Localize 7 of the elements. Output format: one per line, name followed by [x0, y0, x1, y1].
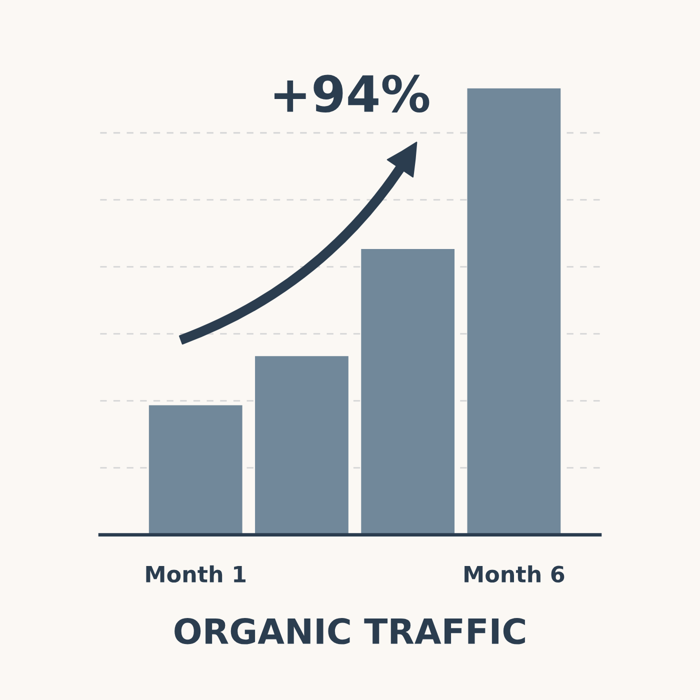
bar	[467, 88, 561, 535]
annotation: +94%	[274, 74, 430, 113]
x-tick-label: Month 6	[464, 565, 564, 583]
bar	[148, 405, 242, 535]
bar	[255, 356, 348, 535]
x-tick-label: Month 1	[146, 565, 246, 583]
x-axis-title: ORGANIC TRAFFIC	[174, 618, 525, 644]
